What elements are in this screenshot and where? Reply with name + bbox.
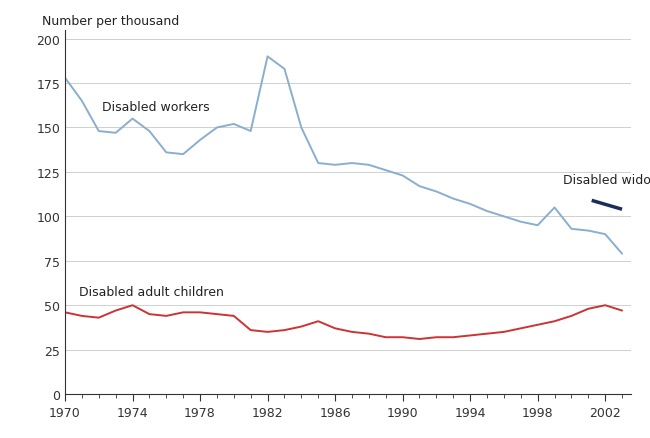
Text: Number per thousand: Number per thousand xyxy=(42,15,179,28)
Text: Disabled workers: Disabled workers xyxy=(102,100,210,113)
Text: Disabled adult children: Disabled adult children xyxy=(79,285,224,298)
Text: Disabled widow(er)s: Disabled widow(er)s xyxy=(563,174,650,187)
